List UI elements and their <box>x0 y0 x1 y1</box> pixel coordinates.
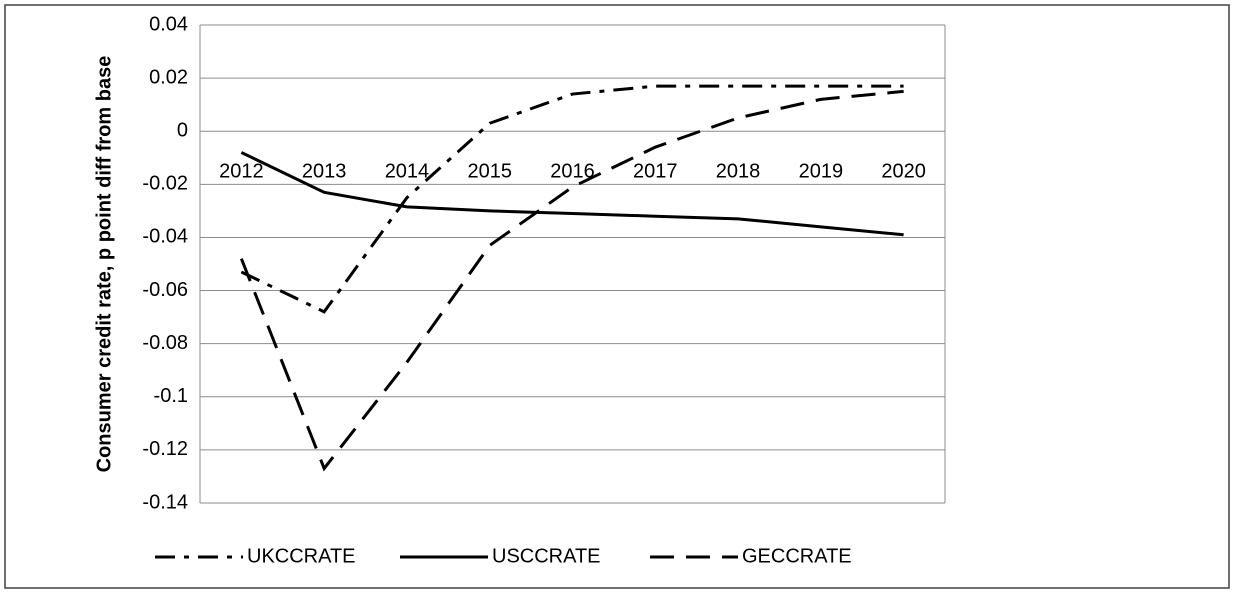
y-tick-label: -0.02 <box>142 173 188 195</box>
legend-label: UKCCRATE <box>247 545 356 567</box>
y-tick-label: 0.02 <box>149 66 188 88</box>
x-tick-label: 2016 <box>550 161 595 183</box>
x-tick-label: 2014 <box>385 161 430 183</box>
y-tick-label: -0.12 <box>142 438 188 460</box>
line-series <box>240 151 904 237</box>
line-series <box>240 84 904 314</box>
x-tick-label: 2020 <box>881 161 926 183</box>
y-axis-title: Consumer credit rate, p point diff from … <box>93 56 115 473</box>
x-tick-label: 2013 <box>302 161 347 183</box>
x-tick-label: 2018 <box>716 161 761 183</box>
y-tick-label: -0.04 <box>142 226 188 248</box>
x-tick-label: 2012 <box>219 161 264 183</box>
line-series <box>239 89 904 472</box>
y-tick-label: 0 <box>177 120 188 142</box>
legend-label: GECCRATE <box>742 545 852 567</box>
y-tick-label: -0.08 <box>142 332 188 354</box>
x-tick-label: 2019 <box>799 161 844 183</box>
y-tick-label: -0.06 <box>142 279 188 301</box>
y-tick-label: -0.1 <box>154 385 188 407</box>
x-tick-label: 2017 <box>633 161 678 183</box>
x-tick-label: 2015 <box>467 161 512 183</box>
legend-label: USCCRATE <box>492 545 601 567</box>
y-tick-label: -0.14 <box>142 491 188 513</box>
chart-border <box>4 4 1230 589</box>
y-tick-label: 0.04 <box>149 13 188 35</box>
